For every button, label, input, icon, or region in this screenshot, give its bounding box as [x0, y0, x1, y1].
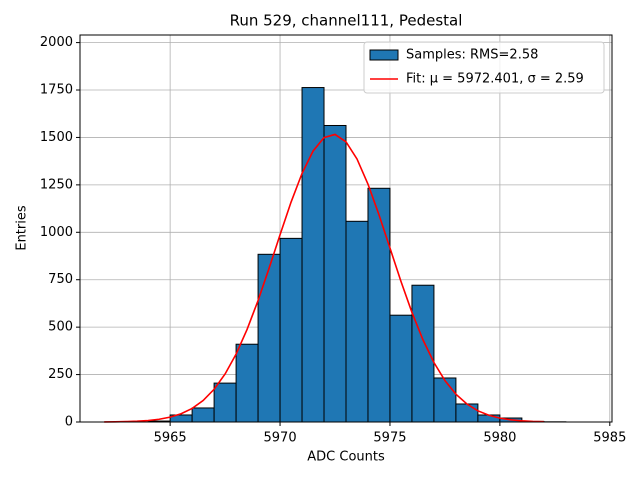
histogram-bar — [411, 284, 435, 423]
x-tick-label: 5985 — [593, 431, 626, 446]
x-tick-label: 5975 — [373, 431, 406, 446]
histogram-bar — [367, 187, 391, 423]
y-tick-label: 500 — [48, 320, 73, 335]
histogram-bar — [257, 253, 281, 423]
legend-box — [363, 41, 605, 94]
chart-title: Run 529, channel111, Pedestal — [230, 12, 463, 30]
x-axis-label: ADC Counts — [307, 450, 385, 465]
axes-frame — [79, 34, 613, 423]
legend-label: Samples: RMS=2.58 — [406, 48, 538, 63]
plot-area — [104, 87, 567, 423]
histogram-bar — [433, 377, 457, 423]
fit-line — [104, 133, 544, 423]
y-tick-label: 250 — [48, 367, 73, 382]
y-tick-label: 1250 — [40, 177, 73, 192]
histogram-bar — [279, 237, 303, 423]
histogram-bar — [301, 87, 325, 423]
histogram-bar — [235, 343, 259, 423]
legend-swatch — [369, 49, 399, 61]
histogram-bar — [345, 220, 369, 423]
x-tick-label: 5980 — [483, 431, 516, 446]
x-tick-label: 5965 — [154, 431, 187, 446]
y-tick-label: 1750 — [40, 83, 73, 98]
y-tick-label: 2000 — [40, 35, 73, 50]
histogram-bar — [323, 124, 347, 423]
y-tick-label: 750 — [48, 272, 73, 287]
y-tick-label: 1500 — [40, 130, 73, 145]
histogram-bar — [213, 382, 237, 423]
x-tick-label: 5970 — [264, 431, 297, 446]
y-axis-label: Entries — [15, 205, 30, 251]
legend-label: Fit: μ = 5972.401, σ = 2.59 — [406, 72, 584, 87]
histogram-bar — [455, 403, 479, 423]
histogram-bar — [191, 407, 215, 423]
y-tick-label: 1000 — [40, 225, 73, 240]
y-tick-label: 0 — [65, 415, 73, 430]
histogram-bar — [389, 314, 413, 423]
